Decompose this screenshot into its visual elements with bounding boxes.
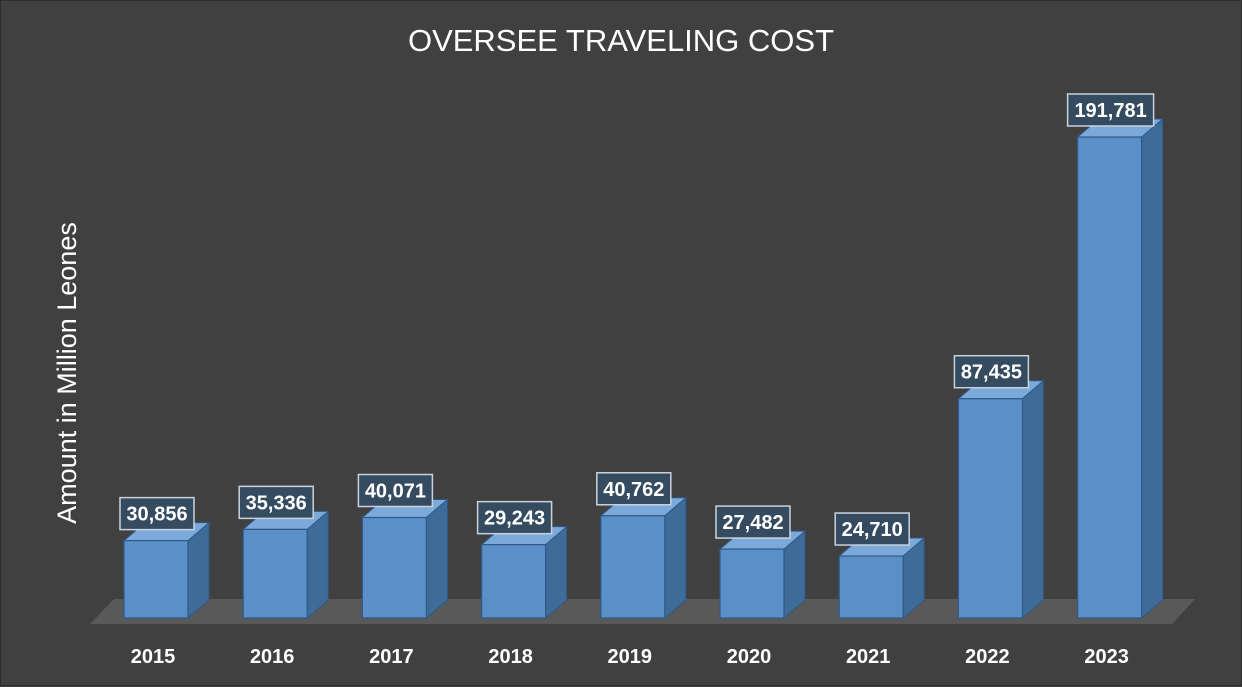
x-tick-label: 2023 <box>1084 646 1129 668</box>
x-tick-label: 2021 <box>846 646 891 668</box>
bar <box>123 540 189 619</box>
bar-side <box>664 496 687 620</box>
x-tick-label: 2018 <box>488 646 533 668</box>
data-label-box <box>119 496 195 531</box>
data-label-box <box>834 512 910 546</box>
data-label: 40,762 <box>603 479 664 501</box>
bar <box>242 528 308 619</box>
x-tick-label: 2019 <box>608 646 653 668</box>
x-tick-label: 2020 <box>727 646 772 668</box>
x-tick-label: 2022 <box>965 646 1010 668</box>
bar-side <box>425 498 448 620</box>
data-label-box <box>715 505 791 539</box>
x-tick-label: 2016 <box>250 646 295 668</box>
data-label: 29,243 <box>484 508 545 530</box>
bar <box>600 515 666 619</box>
data-label-box <box>1066 93 1155 127</box>
data-label-box <box>953 354 1030 389</box>
bar <box>361 516 427 619</box>
bar-side <box>1141 117 1164 620</box>
data-label: 24,710 <box>842 519 903 541</box>
data-label-box <box>238 485 314 520</box>
x-axis-ticks: 2015 2016 2017 2018 2019 2020 2021 2022 2023 <box>131 646 1129 668</box>
x-tick-label: 2015 <box>131 646 176 668</box>
data-label: 30,856 <box>126 504 187 526</box>
data-label: 87,435 <box>961 362 1022 384</box>
bar <box>838 555 904 619</box>
data-labels-layer: 30,856 35,336 40,071 29,243 40,762 27,482 24,7… <box>119 93 1155 546</box>
chart-title: OVERSEE TRAVELING COST <box>408 23 834 58</box>
bar-side <box>306 510 329 620</box>
data-label-box <box>596 472 672 506</box>
data-label: 27,482 <box>722 512 783 534</box>
x-tick-label: 2017 <box>369 646 414 668</box>
y-axis-label: Amount in Million Leones <box>52 222 82 524</box>
data-label: 40,071 <box>365 480 426 502</box>
bar <box>719 548 785 619</box>
data-label: 35,336 <box>246 492 307 514</box>
bar-side <box>1021 379 1044 620</box>
data-label: 191,781 <box>1074 100 1146 122</box>
bar <box>1076 136 1143 619</box>
data-label-box <box>476 500 553 535</box>
bar <box>957 398 1024 619</box>
data-label-box <box>357 473 434 508</box>
bar <box>481 544 547 619</box>
